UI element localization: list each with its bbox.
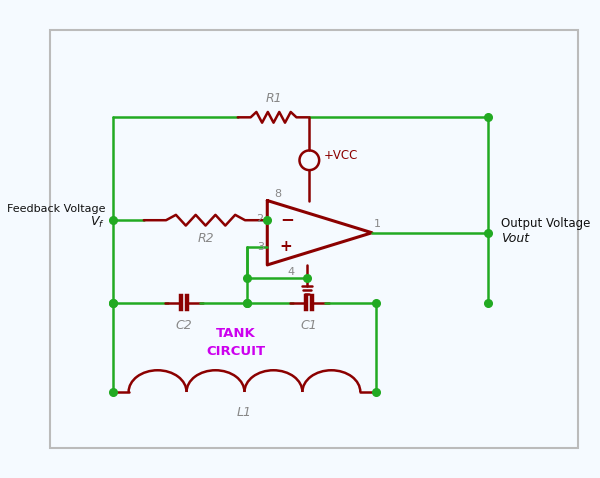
Text: 3: 3 [257, 241, 264, 251]
Text: −: − [280, 210, 293, 228]
Text: +: + [280, 239, 293, 254]
Text: +VCC: +VCC [323, 149, 358, 163]
Text: R1: R1 [265, 92, 282, 105]
Text: TANK
CIRCUIT: TANK CIRCUIT [206, 327, 265, 358]
Text: L1: L1 [237, 406, 252, 419]
Text: C1: C1 [301, 319, 318, 332]
Text: R2: R2 [197, 232, 214, 245]
Text: C2: C2 [176, 319, 193, 332]
Text: 1: 1 [374, 219, 381, 229]
Text: Feedback Voltage: Feedback Voltage [7, 205, 106, 215]
Text: V$_f$: V$_f$ [91, 215, 106, 229]
Text: 8: 8 [274, 189, 281, 199]
Text: Vout: Vout [501, 232, 529, 245]
Text: 2: 2 [257, 214, 264, 224]
Text: 4: 4 [287, 267, 294, 277]
Text: Output Voltage: Output Voltage [501, 217, 590, 230]
